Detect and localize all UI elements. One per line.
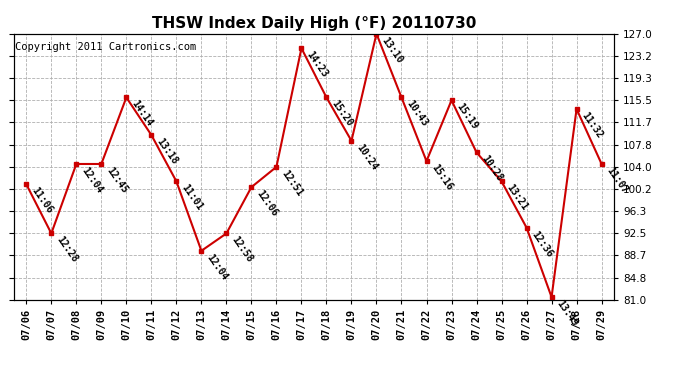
- Text: 12:06: 12:06: [254, 189, 279, 218]
- Text: 13:18: 13:18: [154, 136, 179, 166]
- Title: THSW Index Daily High (°F) 20110730: THSW Index Daily High (°F) 20110730: [152, 16, 476, 31]
- Text: 12:04: 12:04: [204, 252, 229, 282]
- Text: 12:45: 12:45: [104, 165, 129, 195]
- Text: 15:19: 15:19: [454, 102, 480, 132]
- Text: 11:06: 11:06: [29, 186, 54, 215]
- Text: 13:10: 13:10: [380, 35, 404, 65]
- Text: 14:23: 14:23: [304, 50, 329, 80]
- Text: 14:14: 14:14: [129, 99, 154, 129]
- Text: 11:32: 11:32: [580, 110, 604, 140]
- Text: 12:36: 12:36: [529, 229, 554, 259]
- Text: Copyright 2011 Cartronics.com: Copyright 2011 Cartronics.com: [15, 42, 196, 52]
- Text: 11:01: 11:01: [179, 183, 204, 213]
- Text: 12:58: 12:58: [229, 235, 254, 265]
- Text: 13:21: 13:21: [504, 183, 529, 213]
- Text: 10:28: 10:28: [480, 154, 504, 184]
- Text: 12:28: 12:28: [54, 235, 79, 265]
- Text: 11:07: 11:07: [604, 165, 629, 195]
- Text: 12:04: 12:04: [79, 165, 104, 195]
- Text: 15:16: 15:16: [429, 162, 454, 192]
- Text: 15:20: 15:20: [329, 99, 354, 129]
- Text: 13:49: 13:49: [554, 298, 580, 328]
- Text: 10:43: 10:43: [404, 99, 429, 129]
- Text: 10:24: 10:24: [354, 142, 380, 172]
- Text: 12:51: 12:51: [279, 168, 304, 198]
